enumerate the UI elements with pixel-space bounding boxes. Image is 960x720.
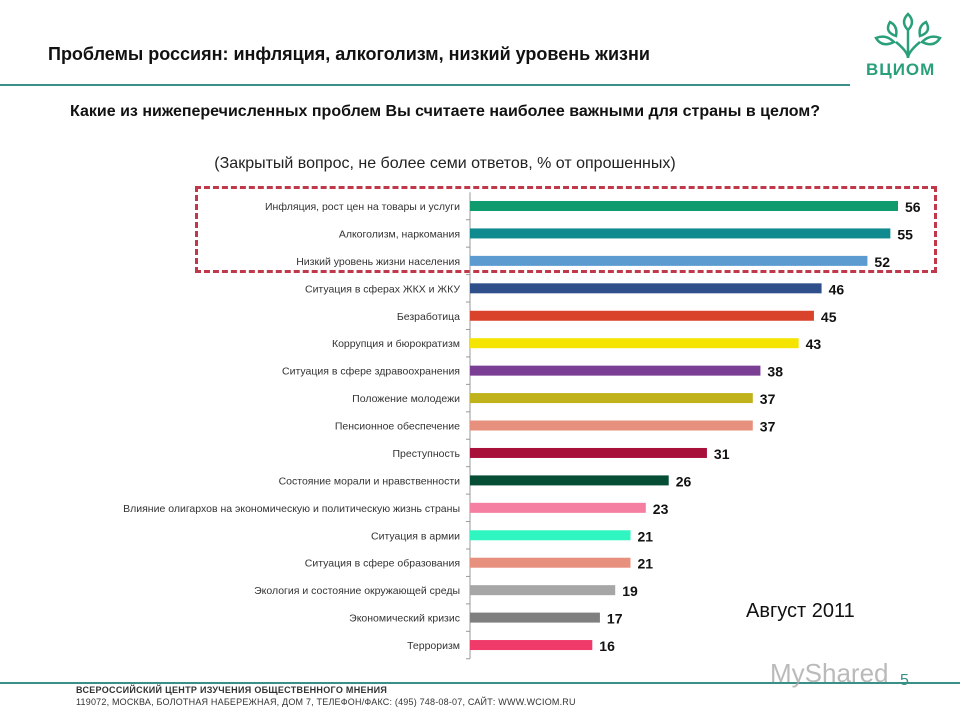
category-label: Ситуация в сфере здравоохранения: [282, 366, 460, 378]
category-label: Терроризм: [407, 640, 460, 652]
survey-note: (Закрытый вопрос, не более семи ответов,…: [214, 155, 676, 172]
category-label: Положение молодежи: [352, 393, 460, 405]
footer-org: ВСЕРОССИЙСКИЙ ЦЕНТР ИЗУЧЕНИЯ ОБЩЕСТВЕННО…: [76, 685, 388, 695]
value-label: 17: [607, 611, 623, 627]
bar: [470, 228, 891, 239]
value-label: 45: [821, 309, 837, 325]
footer-divider: [0, 682, 960, 684]
category-label: Ситуация в армии: [371, 530, 460, 542]
bar: [470, 393, 753, 404]
bar: [470, 447, 707, 458]
value-label: 46: [829, 281, 845, 297]
category-label: Влияние олигархов на экономическую и пол…: [123, 503, 460, 515]
value-label: 43: [806, 336, 822, 352]
survey-date: Август 2011: [746, 600, 855, 622]
category-label: Ситуация в сферах ЖКХ и ЖКУ: [305, 283, 460, 295]
watermark: MyShared: [770, 658, 889, 688]
bar: [470, 365, 761, 376]
value-label: 21: [638, 528, 654, 544]
category-label: Инфляция, рост цен на товары и услуги: [265, 201, 460, 213]
bar: [470, 338, 799, 349]
value-label: 21: [638, 556, 654, 572]
bar: [470, 255, 868, 266]
category-label: Экономический кризис: [349, 613, 460, 625]
survey-question: Какие из нижеперечисленных проблем Вы сч…: [70, 103, 820, 120]
value-label: 56: [905, 199, 921, 215]
category-label: Низкий уровень жизни населения: [296, 256, 460, 268]
value-label: 19: [622, 583, 638, 599]
logo-text: ВЦИОМ: [866, 60, 936, 79]
value-label: 16: [599, 638, 615, 654]
category-label: Экология и состояние окружающей среды: [254, 585, 460, 597]
bar: [470, 640, 593, 651]
value-label: 52: [874, 254, 890, 270]
value-label: 37: [760, 391, 776, 407]
bar: [470, 530, 631, 541]
category-label: Преступность: [392, 448, 460, 460]
slide-title: Проблемы россиян: инфляция, алкоголизм, …: [48, 44, 650, 64]
category-label: Коррупция и бюрократизм: [332, 338, 460, 350]
bar: [470, 612, 600, 623]
highlight-box: [195, 186, 937, 273]
value-label: 31: [714, 446, 730, 462]
bar: [470, 310, 814, 321]
bar: [470, 283, 822, 294]
bar: [470, 502, 646, 513]
footer-address: 119072, МОСКВА, БОЛОТНАЯ НАБЕРЕЖНАЯ, ДОМ…: [76, 697, 576, 707]
page-number: 5: [900, 672, 909, 689]
category-label: Алкоголизм, наркомания: [339, 228, 460, 240]
bar: [470, 557, 631, 568]
bar: [470, 201, 898, 211]
value-label: 26: [676, 473, 692, 489]
value-label: 23: [653, 501, 669, 517]
bar: [470, 475, 669, 486]
wciom-tree-logo-icon: [874, 12, 942, 59]
category-label: Пенсионное обеспечение: [335, 421, 460, 433]
category-label: Безработица: [397, 311, 460, 323]
value-label: 55: [897, 226, 913, 242]
category-label: Состояние морали и нравственности: [279, 475, 461, 487]
bar: [470, 420, 753, 431]
header-divider: [0, 84, 850, 86]
value-label: 37: [760, 419, 776, 435]
category-label: Ситуация в сфере образования: [305, 558, 460, 570]
bar: [470, 585, 616, 596]
value-label: 38: [767, 364, 783, 380]
